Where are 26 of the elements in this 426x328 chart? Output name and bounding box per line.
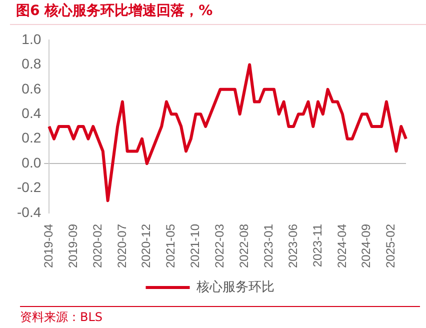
text: 资料来源：BLS [20,309,103,326]
y-tick-label: 0.6 [22,80,42,96]
x-tick-label: 2020-07 [114,224,129,268]
x-tick-label: 2024-04 [334,224,349,268]
chart-title: 图6 核心服务环比增速回落，% [16,2,213,20]
x-tick-label: 2022-08 [236,224,251,268]
x-tick-label: 2021-10 [188,224,202,268]
y-tick-label: 0.4 [22,104,42,121]
y-tick-label: 0.2 [22,130,42,146]
x-tick-label: 2021-05 [164,224,178,268]
x-tick-label: 2025-02 [384,224,398,268]
y-tick-label: -0.2 [17,179,42,196]
x-tick-label: 2020-12 [139,224,154,268]
x-tick-label: 2023-11 [310,224,324,268]
y-tick-label: 1.0 [22,30,42,47]
y-tick-label: -0.4 [17,204,42,220]
x-tick-label: 2023-06 [286,224,300,268]
x-tick-label: 2024-09 [359,224,374,268]
y-tick-label: 0.8 [22,56,42,72]
x-tick-label: 2020-02 [90,224,104,268]
x-tick-label: 2019-09 [66,224,80,268]
x-tick-label: 2023-01 [261,224,276,268]
legend-label: 核心服务环比 [195,278,274,295]
x-tick-label: 2019-04 [41,224,56,268]
y-tick-label: 0.0 [22,154,42,170]
x-tick-label: 2022-03 [212,224,227,268]
